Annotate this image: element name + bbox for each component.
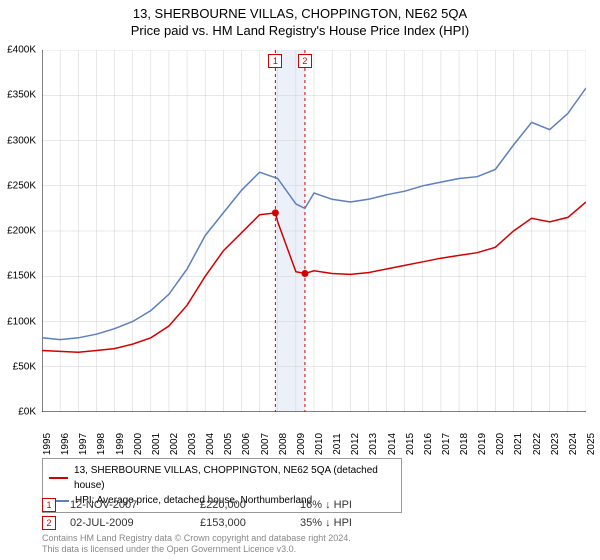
- footer: Contains HM Land Registry data © Crown c…: [42, 533, 351, 556]
- x-tick-label: 2008: [278, 433, 289, 455]
- y-tick-label: £300K: [7, 135, 36, 146]
- sale-row: 1 12-NOV-2007£220,00016% ↓ HPI: [42, 498, 586, 512]
- y-tick-label: £350K: [7, 90, 36, 101]
- x-tick-label: 1999: [115, 433, 126, 455]
- x-tick-label: 2014: [387, 433, 398, 455]
- x-tick-label: 2011: [332, 433, 343, 455]
- y-tick-label: £150K: [7, 271, 36, 282]
- x-tick-label: 2020: [495, 433, 506, 455]
- x-tick-label: 2023: [550, 433, 561, 455]
- chart-title: 13, SHERBOURNE VILLAS, CHOPPINGTON, NE62…: [0, 6, 600, 21]
- legend-label: 13, SHERBOURNE VILLAS, CHOPPINGTON, NE62…: [74, 463, 395, 493]
- y-tick-label: £0K: [18, 407, 36, 418]
- sale-diff: 35% ↓ HPI: [300, 517, 400, 529]
- sales-table: 1 12-NOV-2007£220,00016% ↓ HPI 2 02-JUL-200…: [42, 498, 586, 534]
- x-tick-label: 2019: [477, 433, 488, 455]
- x-axis-labels: 1995 1996 1997 1998 1999 2000 2001 2002 2003 2004…: [42, 414, 586, 458]
- y-tick-label: £200K: [7, 226, 36, 237]
- x-tick-label: 2012: [350, 433, 361, 455]
- x-tick-label: 2010: [314, 433, 325, 455]
- sale-point: [272, 209, 279, 216]
- footer-line2: This data is licensed under the Open Gov…: [42, 544, 351, 556]
- title-block: 13, SHERBOURNE VILLAS, CHOPPINGTON, NE62…: [0, 0, 600, 38]
- x-tick-label: 2025: [586, 433, 597, 455]
- sale-marker: 1: [42, 498, 56, 512]
- chart-container: 13, SHERBOURNE VILLAS, CHOPPINGTON, NE62…: [0, 0, 600, 560]
- chart-subtitle: Price paid vs. HM Land Registry's House …: [0, 23, 600, 38]
- sale-marker: 2: [42, 516, 56, 530]
- x-tick-label: 2016: [423, 433, 434, 455]
- x-tick-label: 2002: [169, 433, 180, 455]
- y-tick-label: £100K: [7, 316, 36, 327]
- x-tick-label: 2006: [241, 433, 252, 455]
- y-tick-label: £400K: [7, 45, 36, 56]
- x-tick-label: 2004: [205, 433, 216, 455]
- sale-row: 2 02-JUL-2009£153,00035% ↓ HPI: [42, 516, 586, 530]
- x-tick-label: 1997: [78, 433, 89, 455]
- x-tick-label: 2017: [441, 433, 452, 455]
- x-tick-label: 2007: [260, 433, 271, 455]
- sale-price: £220,000: [200, 499, 300, 511]
- plot-svg: [42, 50, 586, 412]
- sale-date: 02-JUL-2009: [70, 517, 200, 529]
- x-tick-label: 2013: [368, 433, 379, 455]
- x-tick-label: 2009: [296, 433, 307, 455]
- sale-point: [301, 270, 308, 277]
- x-tick-label: 2022: [532, 433, 543, 455]
- y-tick-label: £50K: [13, 361, 36, 372]
- x-tick-label: 2003: [187, 433, 198, 455]
- x-tick-label: 2001: [151, 433, 162, 455]
- footer-line1: Contains HM Land Registry data © Crown c…: [42, 533, 351, 545]
- legend-swatch: [49, 477, 68, 479]
- sale-price: £153,000: [200, 517, 300, 529]
- x-tick-label: 1996: [60, 433, 71, 455]
- y-tick-label: £250K: [7, 180, 36, 191]
- x-tick-label: 2005: [223, 433, 234, 455]
- x-tick-label: 2000: [133, 433, 144, 455]
- plot-area: [42, 50, 586, 412]
- x-tick-label: 1998: [96, 433, 107, 455]
- x-tick-label: 2024: [568, 433, 579, 455]
- marker-label: 1: [268, 54, 282, 68]
- legend-row: 13, SHERBOURNE VILLAS, CHOPPINGTON, NE62…: [49, 463, 395, 493]
- x-tick-label: 1995: [42, 433, 53, 455]
- x-tick-label: 2015: [405, 433, 416, 455]
- x-tick-label: 2018: [459, 433, 470, 455]
- x-tick-label: 2021: [513, 433, 524, 455]
- y-axis-labels: £0K£50K£100K£150K£200K£250K£300K£350K£40…: [0, 50, 40, 412]
- marker-label: 2: [298, 54, 312, 68]
- sale-diff: 16% ↓ HPI: [300, 499, 400, 511]
- sale-date: 12-NOV-2007: [70, 499, 200, 511]
